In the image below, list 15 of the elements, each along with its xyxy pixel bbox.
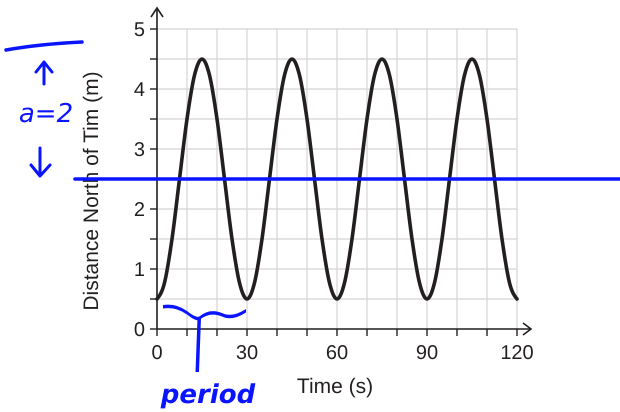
y-tick-label: 0	[134, 319, 145, 341]
y-tick-label: 1	[134, 259, 145, 281]
x-tick-label: 120	[500, 342, 534, 364]
y-tick-label: 2	[134, 199, 145, 221]
y-tick-label: 4	[134, 79, 145, 101]
x-tick-label: 60	[326, 342, 348, 364]
y-tick-label: 3	[134, 139, 145, 161]
text: period	[160, 380, 256, 410]
x-axis-title: Time (s)	[296, 375, 374, 398]
x-tick-label: 90	[416, 342, 438, 364]
y-axis-title: Distance North of Tim (m)	[80, 71, 103, 311]
x-tick-label: 30	[236, 342, 258, 364]
y-tick-label: 5	[134, 19, 145, 41]
x-tick-label: 0	[151, 342, 163, 364]
text: a=2	[18, 99, 74, 129]
